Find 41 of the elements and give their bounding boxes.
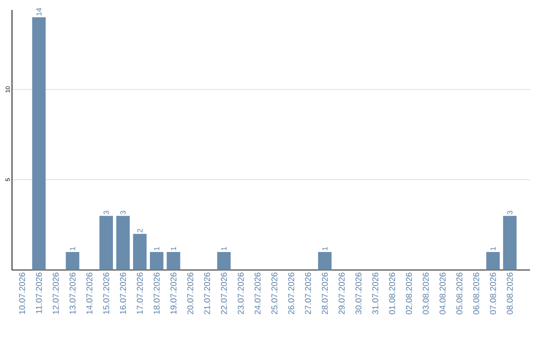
x-tick-label: 16.07.2026 <box>120 272 126 314</box>
x-tick-label: 14.07.2026 <box>86 272 92 314</box>
bar <box>32 17 46 270</box>
x-tick-label: 07.08.2026 <box>490 272 496 314</box>
x-tick-label: 03.08.2026 <box>422 272 429 314</box>
x-tick-label: 25.07.2026 <box>271 272 278 314</box>
x-tick-label: 23.07.2026 <box>238 272 244 314</box>
x-tick-label: 31.07.2026 <box>372 272 378 314</box>
bar <box>318 252 332 270</box>
x-tick-label: 13.07.2026 <box>70 272 76 314</box>
bar <box>150 252 164 270</box>
x-tick-label: 17.07.2026 <box>136 272 143 314</box>
x-tick-label: 15.07.2026 <box>103 272 110 314</box>
x-tick-label: 27.07.2026 <box>305 272 311 314</box>
bar <box>217 252 231 270</box>
x-tick-label: 08.08.2026 <box>506 272 513 314</box>
x-tick-label: 30.07.2026 <box>355 272 362 314</box>
x-tick-label: 28.07.2026 <box>322 272 328 314</box>
bar <box>166 252 180 270</box>
x-tick-label: 19.07.2026 <box>170 272 176 314</box>
x-tick-label: 22.07.2026 <box>220 272 227 314</box>
bar <box>66 252 80 270</box>
x-tick-label: 26.07.2026 <box>288 272 294 314</box>
x-tick-label: 05.08.2026 <box>456 272 462 314</box>
x-tick-label: 24.07.2026 <box>254 272 261 314</box>
x-tick-label: 10.07.2026 <box>19 272 26 314</box>
x-tick-label: 02.08.2026 <box>406 272 412 314</box>
bar <box>486 252 500 270</box>
x-tick-label: 04.08.2026 <box>440 272 446 314</box>
bar <box>99 216 113 270</box>
x-tick-label: 29.07.2026 <box>338 272 345 314</box>
x-tick-label: 18.07.2026 <box>154 272 160 314</box>
x-tick-label: 20.07.2026 <box>187 272 194 314</box>
bar <box>133 234 147 270</box>
x-tick-label: 12.07.2026 <box>52 272 59 314</box>
x-tick-label: 21.07.2026 <box>204 272 210 314</box>
bar <box>503 216 517 270</box>
x-tick-label: 11.07.2026 <box>36 272 42 314</box>
x-tick-label: 06.08.2026 <box>473 272 480 314</box>
x-tick-label: 01.08.2026 <box>389 272 396 314</box>
bar <box>116 216 130 270</box>
